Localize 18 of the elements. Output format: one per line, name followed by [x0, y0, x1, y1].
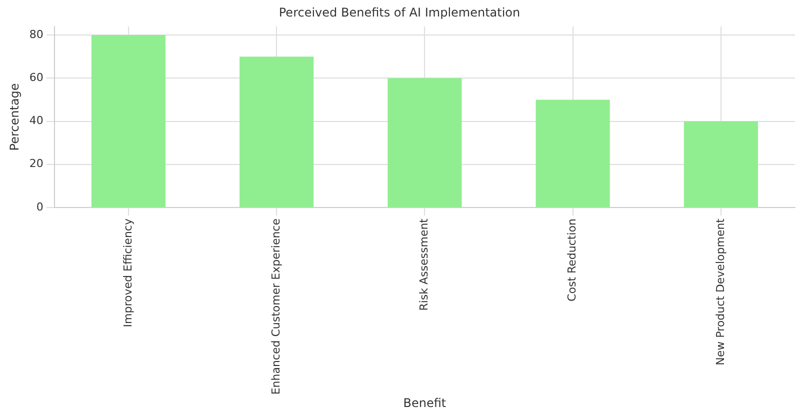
bar	[684, 121, 758, 207]
x-tick-label: Improved Efficiency	[121, 218, 134, 328]
x-axis-title: Benefit	[403, 396, 446, 410]
y-tick-label: 0	[36, 200, 44, 214]
y-tick-label: 20	[29, 157, 44, 170]
x-tick-label: Risk Assessment	[418, 218, 431, 311]
x-tick-label: Cost Reduction	[566, 218, 579, 302]
y-axis-title: Percentage	[7, 83, 22, 151]
bar	[388, 78, 462, 207]
y-tick-label: 80	[29, 28, 44, 41]
bar	[91, 35, 166, 207]
y-tick-label: 40	[29, 114, 44, 128]
bar	[536, 100, 610, 207]
chart-title: Perceived Benefits of AI Implementation	[278, 5, 520, 20]
y-tick-label: 60	[29, 71, 44, 84]
bar	[240, 56, 314, 207]
x-tick-label: New Product Development	[714, 218, 727, 366]
x-tick-label: Enhanced Customer Experience	[269, 218, 282, 395]
